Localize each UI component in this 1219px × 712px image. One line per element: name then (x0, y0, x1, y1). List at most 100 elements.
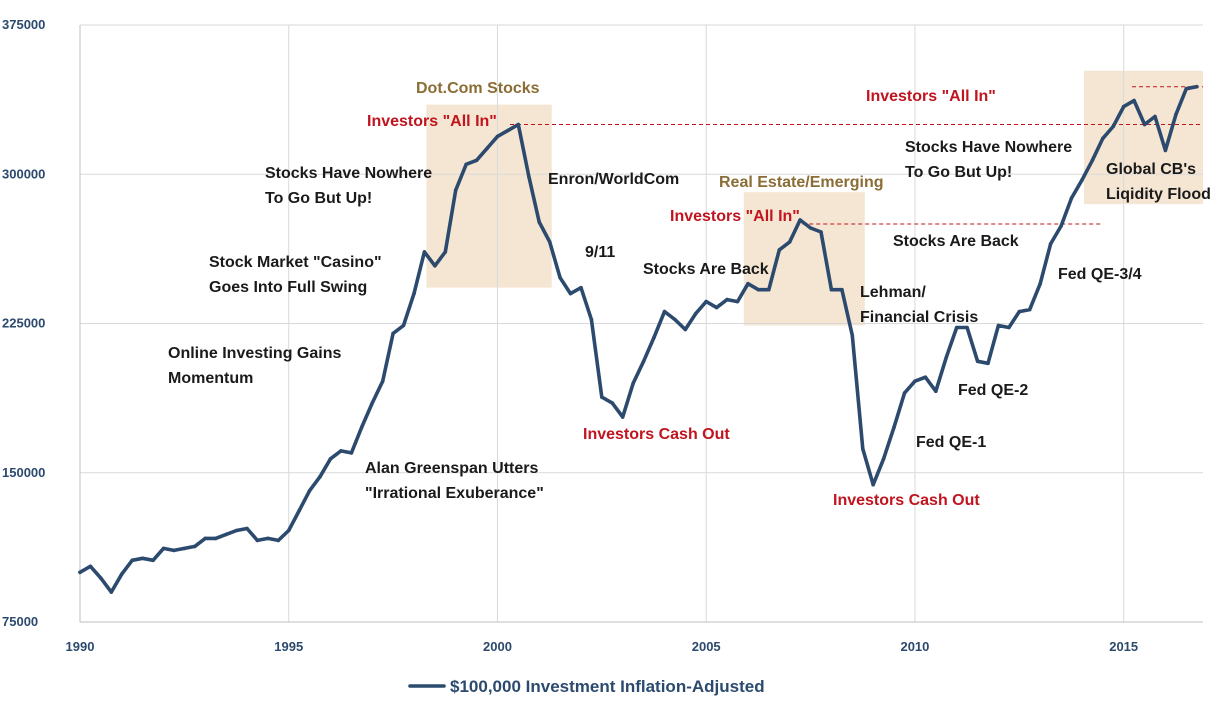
data-point (808, 226, 813, 230)
annotation-text: Fed QE-2 (958, 382, 1028, 399)
data-point (130, 558, 134, 563)
annotation-text: Stocks Are Back (893, 233, 1019, 250)
data-point (266, 536, 270, 541)
data-point (1069, 196, 1074, 200)
data-point (307, 488, 312, 493)
data-point (1048, 242, 1053, 246)
data-point (1027, 307, 1032, 312)
x-tick-label: 2000 (483, 639, 512, 654)
data-point (1038, 281, 1042, 286)
annotation-text: Momentum (168, 370, 253, 387)
data-point (78, 570, 82, 575)
data-point (871, 482, 875, 487)
data-point (1080, 178, 1084, 182)
legend-label: $100,000 Investment Inflation-Adjusted (450, 677, 765, 696)
data-point (850, 333, 855, 338)
annotation-text: To Go But Up! (905, 164, 1012, 181)
data-point (620, 415, 625, 419)
data-point (986, 361, 990, 366)
data-point (224, 532, 228, 537)
shaded-period-0 (426, 104, 552, 288)
data-point (88, 564, 93, 569)
annotation-text: 9/11 (585, 244, 615, 261)
annotation-text: Goes Into Full Swing (209, 279, 367, 296)
data-point (579, 285, 583, 290)
data-point (631, 381, 635, 386)
data-point (547, 240, 552, 244)
annotation-text: Real Estate/Emerging (719, 174, 884, 191)
data-point (286, 528, 291, 533)
data-point (777, 248, 782, 252)
data-point (1007, 325, 1011, 330)
y-tick-label: 225000 (2, 316, 45, 331)
data-point (245, 526, 249, 531)
data-point (328, 457, 333, 461)
data-point (568, 291, 573, 296)
annotation-text: Financial Crisis (860, 309, 978, 326)
data-point (182, 546, 187, 551)
data-point (965, 325, 969, 330)
data-point (527, 174, 531, 178)
data-point (641, 359, 646, 364)
data-point (600, 395, 604, 399)
data-point (746, 281, 750, 286)
data-point (975, 359, 980, 364)
data-point (756, 287, 761, 292)
data-point (422, 250, 427, 254)
data-point (318, 474, 322, 479)
data-point (506, 128, 510, 133)
data-point (881, 457, 886, 461)
data-point (537, 220, 541, 224)
data-point (453, 188, 458, 192)
data-point (1121, 104, 1126, 109)
data-point (767, 287, 771, 292)
data-point (1153, 114, 1157, 119)
data-point (1101, 136, 1105, 141)
x-tick-label: 2015 (1109, 639, 1138, 654)
data-point (902, 391, 907, 395)
data-point (1059, 224, 1063, 228)
data-point (714, 305, 719, 310)
data-point (934, 389, 938, 394)
data-point (1017, 309, 1022, 314)
data-point (1111, 124, 1115, 129)
annotation-text: "Irrational Exuberance" (365, 485, 544, 502)
data-point (234, 528, 239, 533)
data-point (558, 275, 562, 280)
data-point (1090, 158, 1095, 163)
data-point (683, 327, 688, 332)
data-point (193, 544, 197, 549)
data-point (798, 218, 802, 222)
y-tick-label: 375000 (2, 17, 45, 32)
axes: 75000 150000 225000 300000 375000 1990 1995 200… (2, 17, 1203, 654)
data-point (433, 264, 437, 268)
annotation-text: Investors "All In" (367, 113, 497, 130)
x-tick-label: 1990 (66, 639, 95, 654)
annotation-text: Stocks Have Nowhere (265, 165, 432, 182)
data-point (996, 323, 1001, 328)
x-tick-label: 2005 (692, 639, 721, 654)
annotation-text: Dot.Com Stocks (416, 80, 540, 97)
data-point (954, 325, 959, 330)
annotation-text: Alan Greenspan Utters (365, 460, 538, 477)
data-point (610, 401, 615, 405)
y-tick-label: 300000 (2, 166, 45, 181)
annotations: Online Investing Gains Momentum Stock Mark… (168, 80, 1211, 509)
data-point (1142, 122, 1147, 127)
data-point (1194, 84, 1199, 89)
data-point (589, 317, 594, 322)
data-point (172, 548, 176, 553)
data-point (140, 556, 145, 561)
annotation-text: Stocks Have Nowhere (905, 139, 1072, 156)
annotation-text: To Go But Up! (265, 190, 372, 207)
annotation-text: Investors Cash Out (833, 492, 980, 509)
data-point (1132, 98, 1136, 103)
annotation-text: Enron/WorldCom (548, 171, 679, 188)
annotation-text: Stock Market "Casino" (209, 254, 382, 271)
data-point (391, 331, 395, 336)
data-point (923, 375, 928, 380)
data-point (401, 323, 406, 328)
data-point (370, 401, 375, 405)
